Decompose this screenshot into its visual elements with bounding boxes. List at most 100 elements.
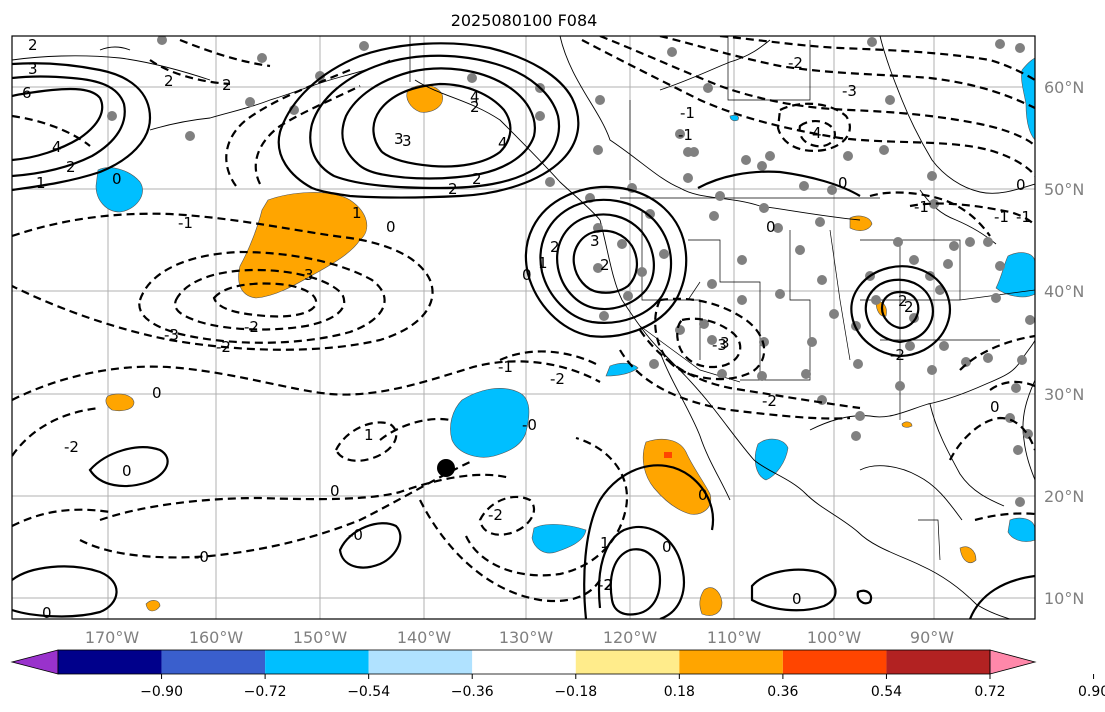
contour-label: 0: [522, 266, 532, 284]
colorbar-segment: [58, 650, 162, 674]
contour-label: 0: [386, 218, 396, 236]
contour-labels: 2 3 6 4 2 1 0 2 4 3 2 2 2 0 -1 3 -2 -2 -…: [22, 36, 1031, 622]
contour-label: 1: [600, 534, 610, 552]
contour-label: 1: [364, 426, 374, 444]
colorbar-tick-label: 0.18: [664, 684, 695, 700]
contour-label: 3: [590, 232, 600, 250]
anomaly-shading: [95, 57, 1035, 616]
contour-label: 6: [22, 84, 32, 102]
x-tick-label: 130°W: [499, 628, 554, 647]
contour-label: 3: [304, 266, 314, 284]
contour-label: 1: [36, 174, 46, 192]
contour-label: -2: [64, 438, 79, 456]
contour-label: 0: [698, 486, 708, 504]
anomaly-neg-aleutian: [95, 167, 143, 213]
colorbar-segment: [161, 650, 266, 674]
contour-label: 2: [222, 76, 232, 94]
colorbar-tick-label: 0.54: [871, 684, 902, 700]
contour-label: -0: [348, 526, 363, 544]
contour-label: 0: [662, 538, 672, 556]
colorbar-tick-label: −0.72: [244, 684, 287, 700]
contour-label: -2: [762, 392, 777, 410]
contour-label: 2: [604, 576, 614, 594]
contour-label: 0: [838, 174, 848, 192]
contour-label: -2: [788, 54, 803, 72]
contour-label: 3: [402, 132, 412, 150]
contour-label: 0: [990, 398, 1000, 416]
contour-label: 0: [330, 482, 340, 500]
x-tick-label: 150°W: [293, 628, 348, 647]
contour-label: -1: [680, 104, 695, 122]
contour-label: 2: [164, 72, 174, 90]
colorbar-segment: [265, 650, 369, 674]
station-dots: [107, 36, 1035, 507]
contour-label: -2: [890, 346, 905, 364]
contour-label: -2: [550, 370, 565, 388]
colorbar-segment: [575, 650, 680, 674]
y-tick-label: 50°N: [1044, 180, 1084, 199]
contour-label: 0: [42, 604, 52, 622]
colorbar-segment: [472, 650, 576, 674]
anomaly-neg-south: [531, 524, 587, 554]
contour-label: 2: [600, 256, 610, 274]
colorbar: −0.90 −0.72 −0.54 −0.36 −0.18 0.18 0.36 0.54 0.7…: [10, 649, 1105, 700]
contour-label: -3: [842, 82, 857, 100]
y-tick-label: 10°N: [1044, 589, 1084, 608]
y-tick-label: 60°N: [1044, 78, 1084, 97]
colorbar-tick-label: −0.54: [347, 684, 390, 700]
contour-label: -2: [244, 318, 259, 336]
contour-label: 0: [122, 462, 132, 480]
colorbar-tick-label: −0.90: [140, 684, 183, 700]
contour-label: -1: [498, 358, 513, 376]
contour-label: -1: [1016, 208, 1031, 226]
contour-label: 0: [766, 218, 776, 236]
anomaly-neg-central: [450, 388, 530, 458]
colorbar-tick-label: 0.90: [1078, 684, 1105, 700]
x-tick-label: 160°W: [189, 628, 244, 647]
contour-label: 0: [1016, 176, 1026, 194]
colorbar-frame: [57, 649, 991, 675]
colorbar-tick-label: −0.36: [451, 684, 494, 700]
contour-label: -2: [488, 506, 503, 524]
colorbar-tick-label: −0.18: [554, 684, 597, 700]
contour-label: -2: [216, 338, 231, 356]
negative-contours: [12, 36, 1035, 603]
contour-label: 2: [898, 292, 908, 310]
contour-label: -0: [522, 416, 537, 434]
contour-label: -1: [178, 214, 193, 232]
contour-label: 2: [28, 36, 38, 54]
contour-label: 0: [112, 170, 122, 188]
map-panel: 2 3 6 4 2 1 0 2 4 3 2 2 2 0 -1 3 -2 -2 -…: [12, 36, 1035, 622]
x-tick-label: 90°W: [910, 628, 954, 647]
contour-label: 2: [472, 170, 482, 188]
contour-label: 4: [498, 134, 508, 152]
x-axis-labels: 170°W 160°W 150°W 140°W 130°W 120°W 110°…: [85, 628, 954, 647]
colorbar-extend-low: [10, 649, 59, 675]
x-tick-label: 100°W: [807, 628, 862, 647]
y-tick-label: 40°N: [1044, 282, 1084, 301]
storm-marker: [437, 459, 455, 477]
contour-label: 2: [550, 238, 560, 256]
contour-label: 3: [394, 130, 404, 148]
y-tick-label: 20°N: [1044, 487, 1084, 506]
colorbar-tick-label: 0.36: [767, 684, 798, 700]
colorbar-extend-high: [989, 649, 1037, 675]
contour-label: 2: [470, 98, 480, 116]
contour-label: 4: [812, 124, 822, 142]
x-tick-label: 170°W: [85, 628, 140, 647]
anomaly-pos-pacific: [238, 192, 368, 299]
colorbar-segment: [782, 650, 887, 674]
anomaly-pos-west-pacific: [105, 393, 135, 412]
colorbar-segment: [886, 650, 990, 674]
contour-label: -2: [598, 576, 613, 594]
contour-label: -1: [994, 208, 1009, 226]
contour-label: 4: [52, 138, 62, 156]
contour-label: -0: [194, 548, 209, 566]
contour-label: 0: [792, 590, 802, 608]
contour-label: -1: [914, 198, 929, 216]
contour-label: 2: [66, 158, 76, 176]
anomaly-pos-mexico: [642, 439, 712, 515]
contour-label: 1: [538, 254, 548, 272]
colorbar-segment: [368, 650, 473, 674]
